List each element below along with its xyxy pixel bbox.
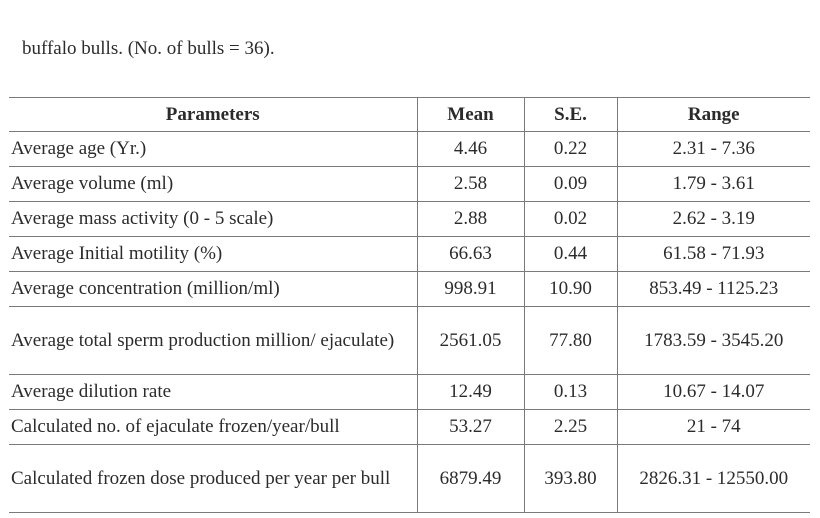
cell-range: 1.79 - 3.61 — [616, 166, 810, 202]
cell-parameter: Average age (Yr.) — [9, 131, 417, 167]
table-caption: buffalo bulls. (No. of bulls = 36). — [22, 38, 275, 59]
cell-mean: 2.88 — [416, 201, 524, 237]
cell-se: 0.22 — [523, 131, 617, 167]
cell-se: 0.44 — [523, 236, 617, 272]
cell-mean: 66.63 — [416, 236, 524, 272]
cell-range: 853.49 - 1125.23 — [616, 271, 810, 307]
cell-range: 2.31 - 7.36 — [616, 131, 810, 167]
cell-se: 0.13 — [523, 374, 617, 410]
table-row: Calculated frozen dose produced per year… — [9, 444, 810, 513]
cell-se: 0.02 — [523, 201, 617, 237]
cell-range: 1783.59 - 3545.20 — [616, 306, 810, 375]
semen-parameters-table: Parameters Mean S.E. Range Average age (… — [9, 97, 810, 513]
cell-se: 393.80 — [523, 444, 617, 513]
table-row: Average total sperm production million/ … — [9, 306, 810, 375]
cell-mean: 998.91 — [416, 271, 524, 307]
cell-se: 0.09 — [523, 166, 617, 202]
cell-mean: 53.27 — [416, 409, 524, 445]
header-mean: Mean — [416, 97, 524, 132]
cell-range: 21 - 74 — [616, 409, 810, 445]
cell-parameter: Average volume (ml) — [9, 166, 417, 202]
cell-se: 77.80 — [523, 306, 617, 375]
cell-parameter: Average dilution rate — [9, 374, 417, 410]
table-row: Average dilution rate 12.49 0.13 10.67 -… — [9, 374, 810, 410]
table-header-row: Parameters Mean S.E. Range — [9, 97, 810, 132]
cell-mean: 4.46 — [416, 131, 524, 167]
cell-parameter: Average concentration (million/ml) — [9, 271, 417, 307]
cell-parameter: Average mass activity (0 - 5 scale) — [9, 201, 417, 237]
header-se: S.E. — [523, 97, 617, 132]
table-row: Calculated no. of ejaculate frozen/year/… — [9, 409, 810, 445]
cell-range: 2826.31 - 12550.00 — [616, 444, 810, 513]
cell-range: 61.58 - 71.93 — [616, 236, 810, 272]
table-row: Average volume (ml) 2.58 0.09 1.79 - 3.6… — [9, 166, 810, 202]
cell-mean: 2561.05 — [416, 306, 524, 375]
table-row: Average mass activity (0 - 5 scale) 2.88… — [9, 201, 810, 237]
cell-range: 2.62 - 3.19 — [616, 201, 810, 237]
table-row: Average age (Yr.) 4.46 0.22 2.31 - 7.36 — [9, 131, 810, 167]
cell-parameter: Average Initial motility (%) — [9, 236, 417, 272]
table-row: Average concentration (million/ml) 998.9… — [9, 271, 810, 307]
cell-range: 10.67 - 14.07 — [616, 374, 810, 410]
cell-mean: 6879.49 — [416, 444, 524, 513]
header-parameters: Parameters — [9, 97, 417, 132]
header-range: Range — [616, 97, 810, 132]
cell-se: 10.90 — [523, 271, 617, 307]
cell-se: 2.25 — [523, 409, 617, 445]
cell-mean: 12.49 — [416, 374, 524, 410]
cell-parameter: Calculated no. of ejaculate frozen/year/… — [9, 409, 417, 445]
cell-mean: 2.58 — [416, 166, 524, 202]
cell-parameter: Average total sperm production million/ … — [9, 306, 417, 375]
cell-parameter: Calculated frozen dose produced per year… — [9, 444, 417, 513]
table-row: Average Initial motility (%) 66.63 0.44 … — [9, 236, 810, 272]
